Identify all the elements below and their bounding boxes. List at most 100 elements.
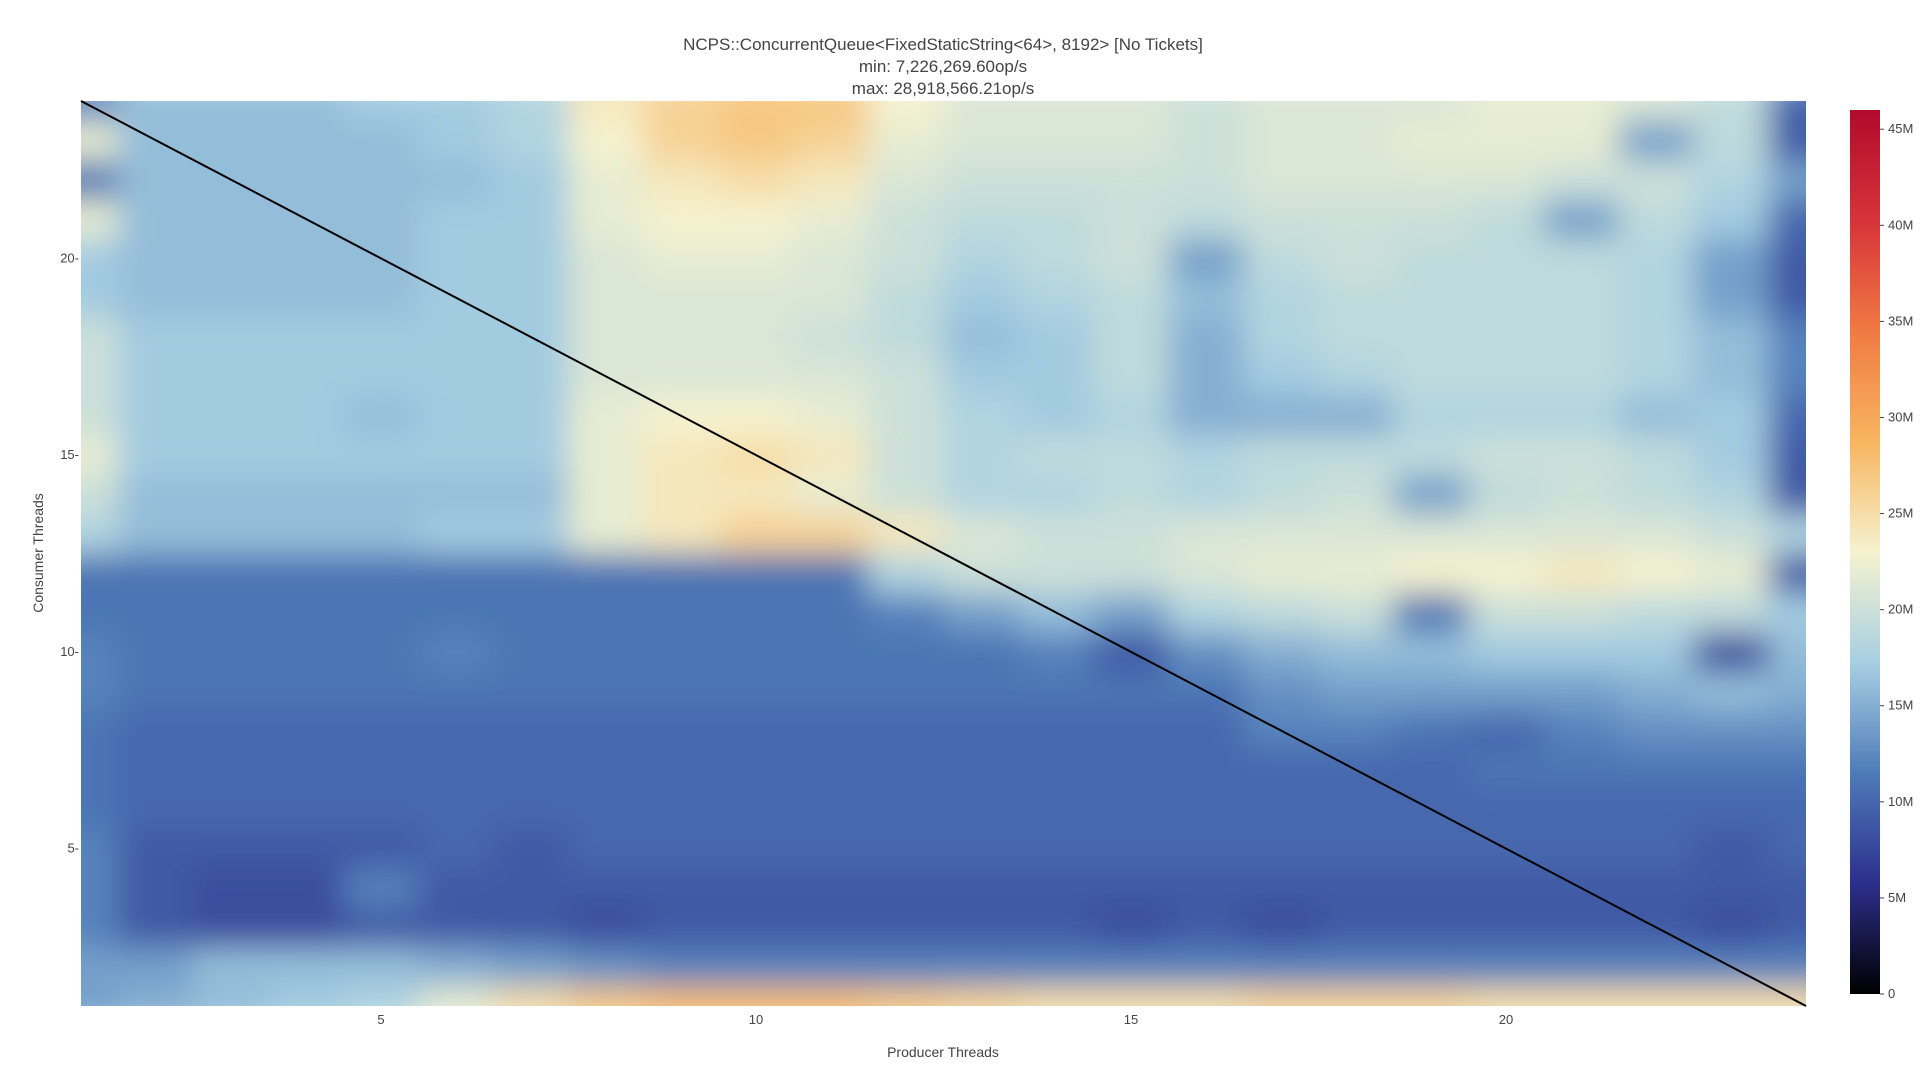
heatmap-cell [343,592,419,633]
heatmap-cell [868,278,944,318]
heatmap-cell [568,238,644,279]
heatmap-cell [943,238,1019,279]
heatmap-cell [568,592,644,633]
heatmap-cell [1318,435,1394,476]
heatmap-cell [718,868,794,909]
heatmap-cell [793,592,869,633]
heatmap-cell [1393,278,1469,318]
heatmap-cell [868,868,944,909]
heatmap-cell [568,514,644,554]
heatmap-cell [118,101,194,122]
heatmap-cell [1093,750,1169,790]
heatmap-cell [868,710,944,751]
chart-subtitle-max: max: 28,918,566.21op/s [852,79,1034,98]
heatmap-cell [1093,238,1169,279]
heatmap-cell [718,160,794,200]
heatmap-cell [943,435,1019,476]
heatmap-cell [793,986,869,1006]
heatmap-cell [418,514,494,554]
heatmap-cell [343,947,419,987]
heatmap-cell [1168,986,1244,1006]
heatmap-cell [1618,317,1694,358]
heatmap-cell [1093,986,1169,1006]
heatmap-cell [343,514,419,554]
heatmap-cell [1093,396,1169,436]
heatmap-cell [118,986,194,1006]
heatmap-cell [868,828,944,869]
x-tick-label: 20 [1499,1012,1513,1027]
heatmap-cell [1768,317,1806,358]
heatmap-cell [1693,101,1769,122]
heatmap-cell [1618,238,1694,279]
heatmap-cell [718,986,794,1006]
heatmap-cell [1693,238,1769,279]
heatmap-cell [1093,278,1169,318]
heatmap-cell [1618,789,1694,830]
heatmap-cell [643,947,719,987]
heatmap-cell [643,101,719,122]
heatmap-cell [81,789,119,830]
heatmap-cell [118,238,194,279]
heatmap-cell [643,986,719,1006]
colorbar-tick-label: 25M [1888,506,1913,521]
heatmap-cell [793,356,869,397]
colorbar-ticks: 0 5M 10M 15M 20M 25M 30M 35M 40M 45M [1880,121,1913,1001]
heatmap-cell [1543,671,1619,712]
heatmap-cell [1393,435,1469,476]
heatmap-cell [1168,710,1244,751]
heatmap-cell [81,278,119,318]
heatmap-cell [418,435,494,476]
heatmap-cell [1168,553,1244,594]
heatmap-cell [1543,947,1619,987]
heatmap-cell [418,750,494,790]
heatmap-cell [1318,120,1394,161]
heatmap-cell [1768,671,1806,712]
heatmap-cell [943,828,1019,869]
heatmap-cell [193,474,269,515]
heatmap-cell [1543,317,1619,358]
heatmap-cell [943,278,1019,318]
heatmap-cell [1693,750,1769,790]
heatmap-cell [868,396,944,436]
heatmap-cell [81,947,119,987]
heatmap-cell [1018,986,1094,1006]
heatmap-cell [493,553,569,594]
heatmap-cell [1318,868,1394,909]
heatmap-cell [943,986,1019,1006]
heatmap-cell [1618,671,1694,712]
heatmap-cell [1468,671,1544,712]
heatmap-cell [1243,868,1319,909]
heatmap-cell [118,317,194,358]
heatmap-cell [1018,120,1094,161]
heatmap-cell [1468,750,1544,790]
heatmap-cell [1018,101,1094,122]
heatmap-cell [1468,907,1544,948]
heatmap-cell [718,101,794,122]
heatmap-cell [1018,317,1094,358]
heatmap-cell [1468,238,1544,279]
heatmap-cell [1168,435,1244,476]
heatmap-cell [568,750,644,790]
heatmap-cell [1093,828,1169,869]
heatmap-cell [718,592,794,633]
heatmap-cell [418,710,494,751]
heatmap-cell [81,553,119,594]
heatmap-cell [643,356,719,397]
heatmap-cell [1018,789,1094,830]
heatmap-cell [118,199,194,240]
heatmap-cell [1618,278,1694,318]
heatmap-cell [193,671,269,712]
heatmap-cell [343,907,419,948]
heatmap-cell [1393,947,1469,987]
colorbar [1850,110,1880,994]
heatmap-cell [943,868,1019,909]
heatmap-cell [943,632,1019,672]
heatmap-cell [868,101,944,122]
heatmap-cell [1768,947,1806,987]
heatmap-cell [793,317,869,358]
heatmap-cell [1468,199,1544,240]
heatmap-cell [418,868,494,909]
heatmap-cell [718,199,794,240]
heatmap-cell [1393,986,1469,1006]
heatmap-cell [718,396,794,436]
